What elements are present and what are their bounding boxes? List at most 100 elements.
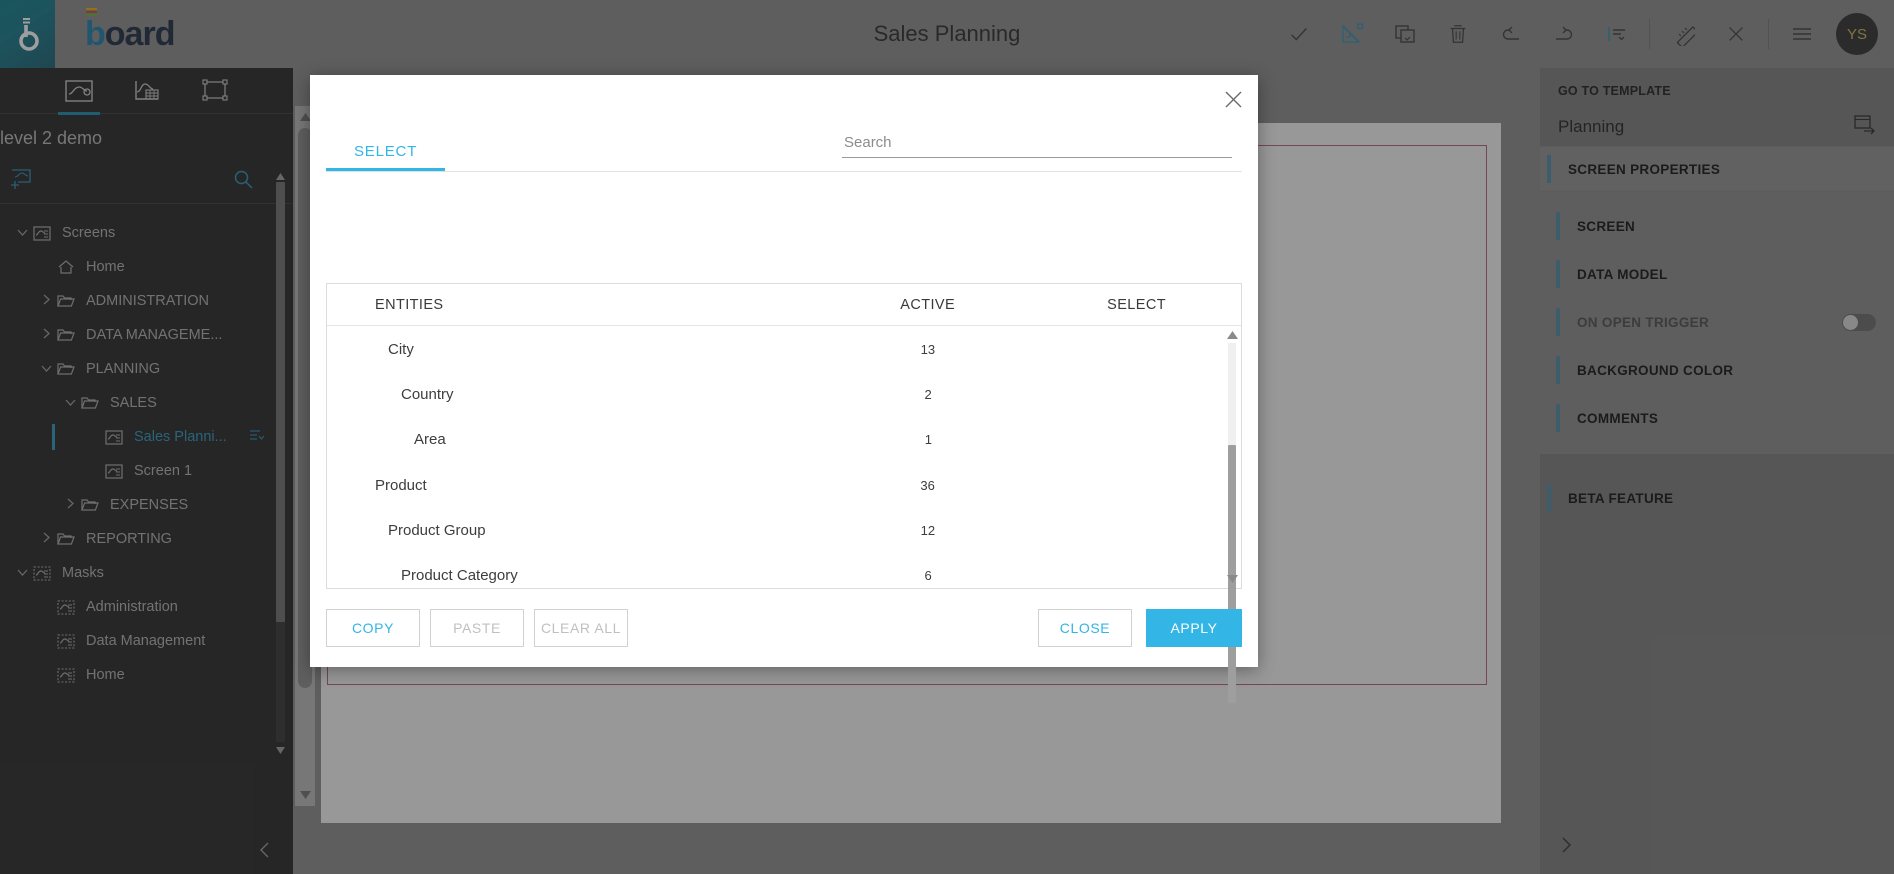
- screen-properties-header[interactable]: SCREEN PROPERTIES: [1540, 147, 1894, 191]
- chevron-right-icon[interactable]: [62, 498, 78, 512]
- workspace-title: level 2 demo: [0, 128, 103, 148]
- tree-item-expenses[interactable]: EXPENSES: [0, 488, 293, 522]
- screen-chart-icon: [65, 79, 93, 102]
- brand-logo-mark[interactable]: [0, 0, 55, 68]
- apply-button[interactable]: APPLY: [1146, 609, 1242, 647]
- check-icon[interactable]: [1272, 0, 1325, 68]
- entity-active-count: 13: [920, 342, 936, 358]
- add-screen-icon[interactable]: [10, 168, 34, 195]
- goto-template-label: GO TO TEMPLATE: [1558, 84, 1671, 98]
- footer-right-buttons: CLOSE APPLY: [1038, 609, 1242, 647]
- clear-all-button[interactable]: CLEAR ALL: [534, 609, 628, 647]
- tree-item-sales[interactable]: SALES: [0, 386, 293, 420]
- ruler-icon[interactable]: [1656, 0, 1709, 68]
- table-row[interactable]: City 13: [327, 327, 1241, 372]
- search-input[interactable]: [842, 130, 1232, 158]
- paste-button[interactable]: PASTE: [430, 609, 524, 647]
- property-label: SCREEN: [1577, 218, 1636, 234]
- tree-item-label: Administration: [86, 599, 178, 615]
- close-icon[interactable]: [1218, 84, 1248, 114]
- tree-item-home[interactable]: Home: [0, 250, 293, 284]
- tree-item-screen-1[interactable]: Screen 1: [0, 454, 293, 488]
- collapse-panel-button[interactable]: [257, 841, 273, 864]
- property-label: ON OPEN TRIGGER: [1577, 314, 1710, 330]
- entity-name: Product: [375, 476, 427, 494]
- tree-item-data-management[interactable]: Data Management: [0, 624, 293, 658]
- table-scrollbar-thumb[interactable]: [1228, 445, 1236, 703]
- left-panel-scrollbar[interactable]: [276, 172, 285, 754]
- tree-item-home[interactable]: Home: [0, 658, 293, 692]
- left-panel: level 2 demo Screens Home ADMINISTRATION DA…: [0, 68, 293, 874]
- toolbar: YS: [1272, 0, 1884, 68]
- table-row[interactable]: Product Category 6: [327, 553, 1241, 588]
- brand-wordmark: board: [85, 0, 175, 68]
- chevron-right-icon[interactable]: [38, 328, 54, 342]
- tree-item-sales-planni[interactable]: Sales Planni...: [0, 420, 293, 454]
- folder-icon: [54, 327, 78, 343]
- beta-feature-header[interactable]: BETA FEATURE: [1540, 476, 1894, 520]
- table-row[interactable]: Country 2: [327, 372, 1241, 417]
- avatar[interactable]: YS: [1836, 13, 1878, 55]
- beta-feature-section: BETA FEATURE: [1540, 476, 1894, 520]
- undo-icon[interactable]: [1484, 0, 1537, 68]
- redo-icon[interactable]: [1537, 0, 1590, 68]
- property-on-open-trigger[interactable]: ON OPEN TRIGGER: [1540, 298, 1894, 346]
- chevron-right-icon[interactable]: [38, 532, 54, 546]
- tree-item-screens[interactable]: Screens: [0, 216, 293, 250]
- charts-tab[interactable]: [113, 68, 181, 113]
- property-label: DATA MODEL: [1577, 266, 1668, 282]
- chevron-down-icon[interactable]: [38, 362, 54, 376]
- dialog-footer: COPY PASTE CLEAR ALL CLOSE APPLY: [326, 603, 1242, 653]
- chevron-down-icon[interactable]: [14, 566, 30, 580]
- screens-tab[interactable]: [45, 68, 113, 115]
- align-icon[interactable]: [1590, 0, 1643, 68]
- table-row[interactable]: Product 36: [327, 463, 1241, 508]
- chevron-right-icon[interactable]: [1558, 834, 1574, 860]
- triangle-down-icon[interactable]: [1224, 571, 1240, 587]
- tree-item-planning[interactable]: PLANNING: [0, 352, 293, 386]
- row-menu-icon[interactable]: [249, 429, 265, 445]
- duplicate-icon[interactable]: [1378, 0, 1431, 68]
- chevron-right-icon[interactable]: [38, 294, 54, 308]
- table-scrollbar[interactable]: [1224, 327, 1240, 703]
- trash-icon[interactable]: [1431, 0, 1484, 68]
- scroll-up-icon[interactable]: [276, 170, 285, 182]
- copy-button[interactable]: COPY: [326, 609, 420, 647]
- dialog-tabs: SELECT: [326, 129, 1242, 171]
- drawing-tools-icon[interactable]: [1325, 0, 1378, 68]
- mask-icon: [30, 565, 54, 581]
- property-comments[interactable]: COMMENTS: [1540, 394, 1894, 442]
- search-icon[interactable]: [233, 169, 253, 194]
- goto-template-value: Planning: [1558, 117, 1625, 136]
- footer-left-buttons: COPY PASTE CLEAR ALL: [326, 609, 628, 647]
- tree-item-data-manageme[interactable]: DATA MANAGEME...: [0, 318, 293, 352]
- canvas-scrollbar-thumb[interactable]: [298, 128, 312, 688]
- canvas-scroll-down-icon[interactable]: [295, 784, 315, 806]
- on-open-trigger-toggle[interactable]: [1842, 313, 1876, 331]
- open-window-icon[interactable]: [1854, 114, 1876, 140]
- close-icon[interactable]: [1709, 0, 1762, 68]
- chevron-down-icon[interactable]: [14, 226, 30, 240]
- tab-select[interactable]: SELECT: [326, 143, 446, 171]
- tree-item-administration[interactable]: Administration: [0, 590, 293, 624]
- property-data-model[interactable]: DATA MODEL: [1540, 250, 1894, 298]
- property-screen[interactable]: SCREEN: [1540, 202, 1894, 250]
- table-row[interactable]: Area 1: [327, 417, 1241, 462]
- tree-item-administration[interactable]: ADMINISTRATION: [0, 284, 293, 318]
- scrollbar-thumb[interactable]: [276, 182, 285, 622]
- goto-template-row[interactable]: Planning: [1540, 98, 1894, 146]
- property-background-color[interactable]: BACKGROUND COLOR: [1540, 346, 1894, 394]
- scroll-down-icon[interactable]: [276, 744, 285, 756]
- entity-active-count: 12: [920, 522, 936, 538]
- canvas-scroll-up-icon[interactable]: [295, 106, 315, 128]
- entity-name: Country: [401, 386, 454, 404]
- entity-name: Product Group: [388, 521, 486, 539]
- hamburger-menu-icon[interactable]: [1775, 0, 1828, 68]
- tree-item-masks[interactable]: Masks: [0, 556, 293, 590]
- triangle-up-icon[interactable]: [1224, 327, 1240, 343]
- tree-item-reporting[interactable]: REPORTING: [0, 522, 293, 556]
- close-button[interactable]: CLOSE: [1038, 609, 1132, 647]
- objects-tab[interactable]: [181, 68, 249, 113]
- chevron-down-icon[interactable]: [62, 396, 78, 410]
- table-row[interactable]: Product Group 12: [327, 508, 1241, 553]
